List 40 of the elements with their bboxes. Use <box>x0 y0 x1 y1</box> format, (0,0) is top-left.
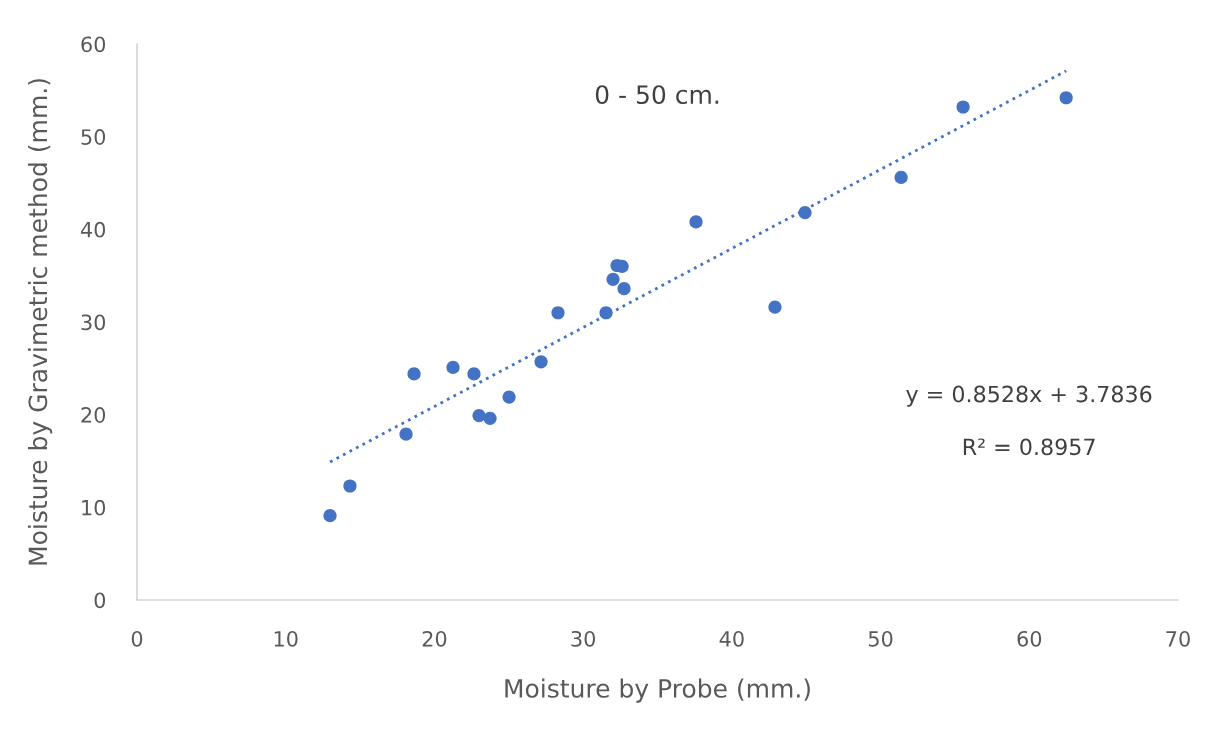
point <box>798 206 812 220</box>
x-tick-label: 30 <box>571 630 596 647</box>
point <box>606 272 620 286</box>
x-tick-label: 40 <box>719 630 744 647</box>
y-tick-label: 50 <box>81 129 106 145</box>
text: 0 - 50 cm. <box>595 85 719 105</box>
point <box>502 390 516 404</box>
y-axis-title: Moisture by Gravimetric method (mm.) <box>27 79 53 565</box>
point <box>399 427 413 441</box>
annotation: R² = 0.8957 <box>963 438 1095 456</box>
x-tick-label: 70 <box>1166 630 1190 647</box>
annotation: y = 0.8528x + 3.7836 <box>906 385 1152 407</box>
x-tick-label: 50 <box>868 630 893 647</box>
point <box>599 306 613 320</box>
point <box>1059 91 1073 105</box>
x-tick-label: 20 <box>422 630 447 647</box>
point <box>534 355 548 369</box>
y-tick-label: 20 <box>81 407 106 423</box>
point <box>467 367 481 381</box>
y-tick-label: 60 <box>81 36 106 53</box>
x-tick-label: 0 <box>131 630 143 647</box>
y-tick-label: 0 <box>94 592 106 609</box>
point <box>551 306 565 320</box>
point <box>472 409 486 423</box>
y-tick-label: 10 <box>82 499 106 516</box>
point <box>323 509 337 523</box>
point <box>407 367 421 381</box>
point <box>617 282 631 296</box>
x-tick-label: 10 <box>274 630 298 647</box>
point <box>483 411 497 425</box>
y-tick-label: 40 <box>80 221 106 238</box>
point <box>689 215 703 229</box>
x-tick-label: 60 <box>1017 630 1042 647</box>
point <box>894 170 908 185</box>
point <box>446 360 460 374</box>
y-tick-label: 30 <box>81 314 106 331</box>
point <box>343 479 357 493</box>
x-axis-title: Moisture by Probe (mm.) <box>505 678 810 703</box>
point <box>956 100 970 114</box>
point <box>768 300 782 314</box>
